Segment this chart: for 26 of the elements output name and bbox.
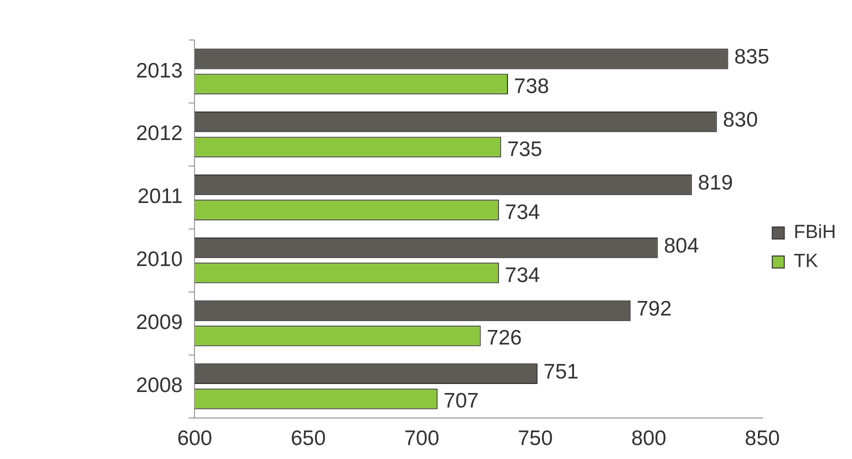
data-label: 707 — [444, 390, 479, 413]
data-label: 804 — [664, 234, 700, 258]
y-tick-label: 2008 — [136, 374, 183, 398]
legend-label: FBiH — [794, 222, 836, 244]
y-tick-label: 2013 — [136, 59, 183, 82]
y-tick-label: 2010 — [136, 248, 183, 272]
x-tick-label: 600 — [177, 427, 212, 450]
x-tick-label: 750 — [518, 427, 553, 450]
x-tick-label: 650 — [290, 427, 326, 450]
x-tick-label: 800 — [631, 427, 666, 450]
data-label: 819 — [698, 172, 733, 195]
x-tick-label: 850 — [744, 427, 780, 450]
data-label: 792 — [636, 298, 672, 321]
y-tick-label: 2009 — [136, 311, 183, 334]
data-label: 726 — [486, 326, 522, 350]
legend-label: TK — [794, 251, 818, 272]
data-label: 751 — [544, 360, 579, 384]
y-tick-label: 2011 — [138, 185, 183, 208]
data-label: 835 — [734, 46, 770, 69]
y-tick-label: 2012 — [136, 122, 183, 146]
data-label: 734 — [504, 264, 540, 287]
data-label: 735 — [507, 138, 542, 161]
data-label: 734 — [504, 200, 540, 224]
x-tick-label: 700 — [404, 427, 440, 450]
data-label: 830 — [722, 108, 758, 132]
data-label: 738 — [514, 74, 550, 98]
